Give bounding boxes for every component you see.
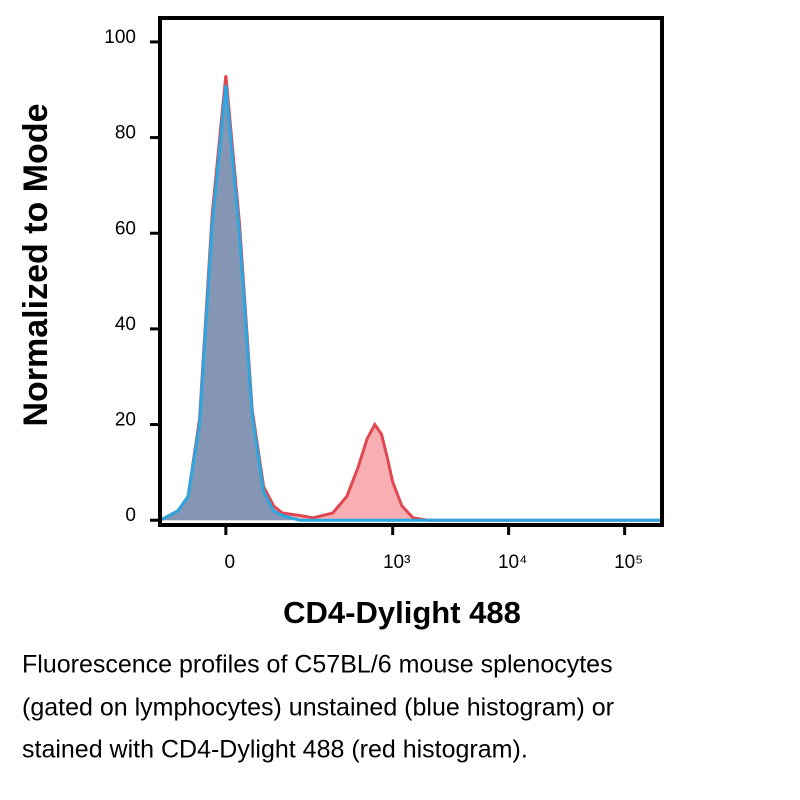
x-tick-label: 10³: [383, 552, 410, 573]
caption: stained with CD4-Dylight 488 (red histog…: [22, 736, 528, 764]
y-axis-label: Normalized to Mode: [17, 103, 55, 426]
y-tick-label: 100: [104, 27, 136, 48]
x-tick-label: 10⁴: [498, 552, 527, 573]
y-tick-label: 0: [125, 505, 136, 526]
y-tick-label: 80: [115, 123, 136, 144]
plot-frame: [158, 16, 664, 527]
x-tick-label: 0: [225, 552, 236, 573]
area-fill: [160, 84, 662, 521]
x-tick-label: 10⁵: [614, 552, 643, 573]
x-axis-label: CD4-Dylight 488: [283, 595, 521, 630]
histogram-line: [159, 84, 662, 522]
caption: (gated on lymphocytes) unstained (blue h…: [22, 694, 614, 722]
y-tick-label: 40: [115, 314, 136, 335]
y-tick-label: 20: [115, 410, 136, 431]
y-tick-label: 60: [115, 218, 136, 239]
caption: Fluorescence profiles of C57BL/6 mouse s…: [22, 651, 613, 679]
